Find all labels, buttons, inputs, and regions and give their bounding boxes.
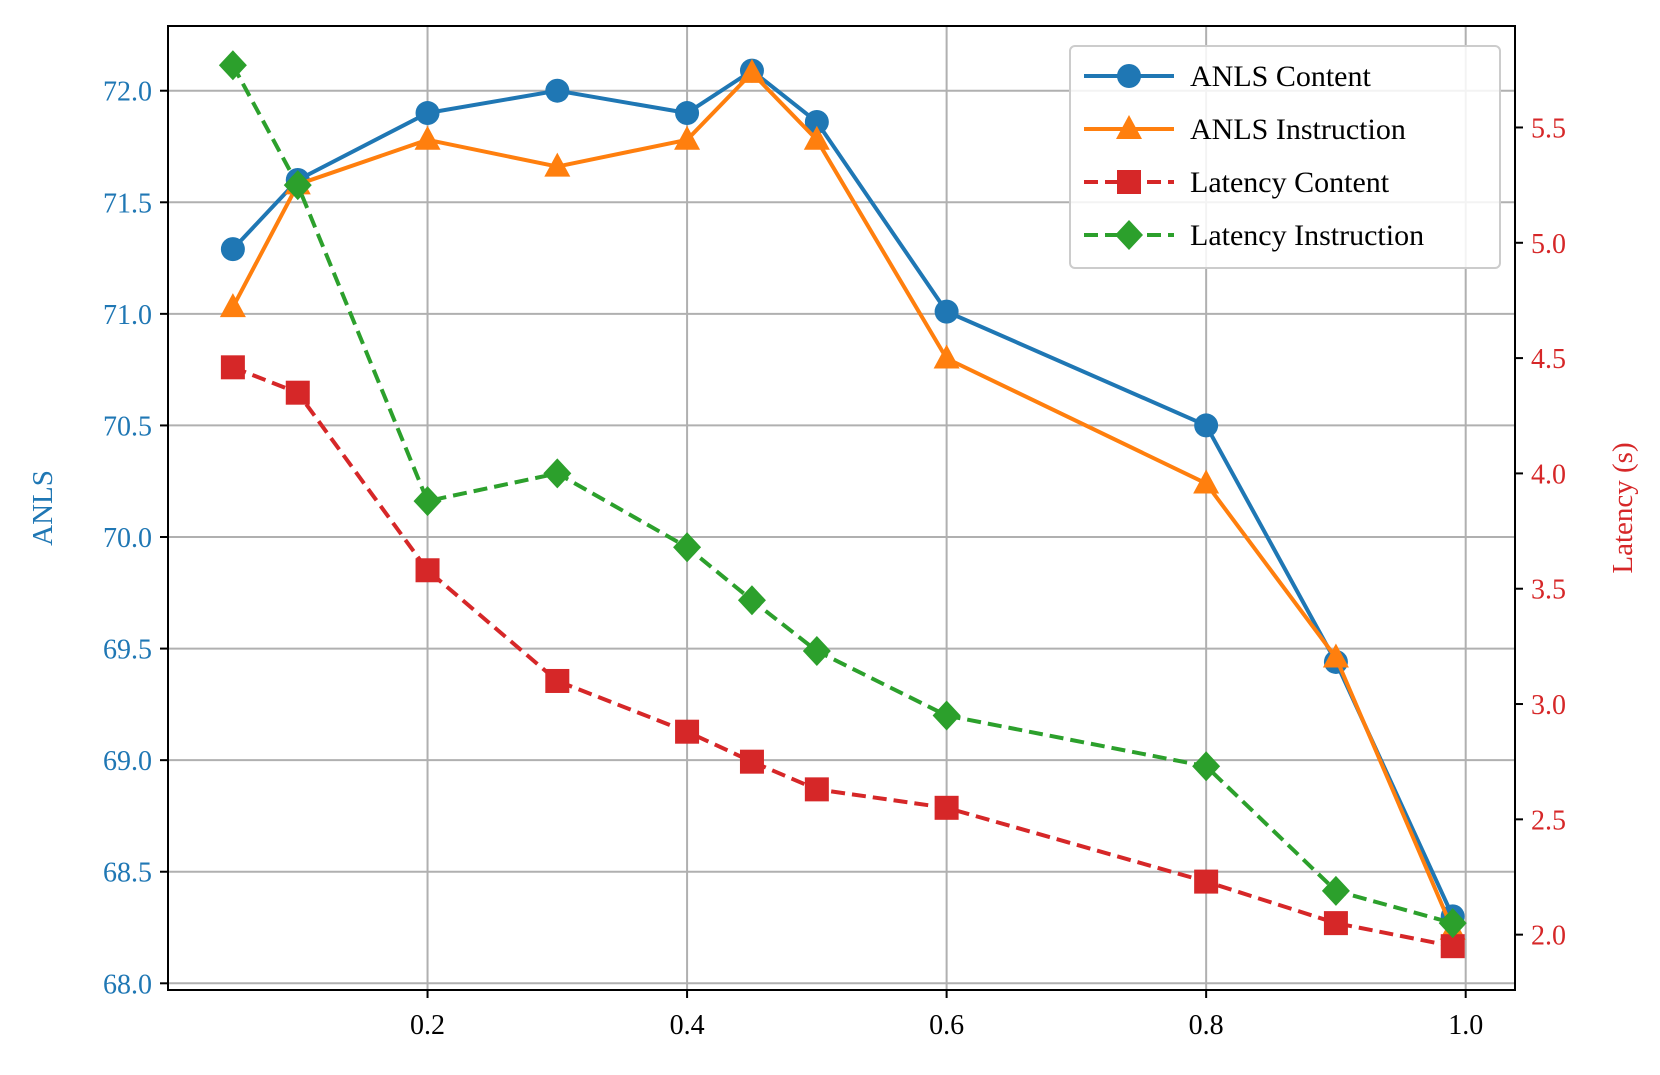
data-point-anls-content (804, 109, 829, 134)
y-left-tick-label: 71.5 (103, 188, 152, 219)
x-tick-label: 0.6 (929, 1010, 964, 1041)
y-left-tick-label: 69.0 (103, 746, 152, 777)
data-point-anls-instruction (1322, 643, 1349, 668)
legend-box (1069, 45, 1501, 269)
data-point-anls-content (934, 299, 959, 324)
y-right-axis-ticks: 2.0 2.5 3.0 3.5 4.0 4.5 5.0 5.5 (1515, 113, 1566, 952)
data-point-latency-instruction (543, 458, 572, 489)
y-right-tick-label: 5.0 (1531, 229, 1566, 260)
series-latency-instruction (218, 50, 1467, 939)
data-point-anls-content (415, 101, 440, 126)
legend-item-anls-instruction: ANLS Instruction (1084, 113, 1406, 146)
data-point-latency-content (545, 668, 570, 693)
data-point-latency-instruction (283, 170, 312, 201)
y-right-axis-label: Latency (s) (1607, 442, 1639, 573)
y-left-tick-label: 71.0 (103, 300, 152, 331)
x-tick-label: 1.0 (1448, 1010, 1483, 1041)
series-line-latency-content (232, 365, 1454, 949)
legend-marker (1117, 64, 1141, 88)
data-point-latency-instruction (932, 700, 961, 731)
x-tick-label: 0.2 (410, 1010, 445, 1041)
y-left-axis-label: ANLS (27, 470, 59, 546)
series-latency-content (220, 355, 1465, 959)
legend-marker (1115, 220, 1143, 250)
data-point-latency-content (934, 795, 959, 820)
data-point-anls-content (545, 78, 570, 103)
data-point-latency-content (285, 380, 310, 405)
data-point-latency-instruction (1192, 751, 1221, 782)
x-tick-label: 0.4 (670, 1010, 705, 1041)
y-right-tick-label: 4.5 (1531, 344, 1566, 375)
legend-label: Latency Instruction (1190, 219, 1424, 252)
data-point-anls-content (1194, 413, 1219, 438)
y-right-tick-label: 5.5 (1531, 113, 1566, 144)
data-point-latency-content (804, 777, 829, 802)
data-point-latency-instruction (737, 585, 766, 616)
legend-label: ANLS Content (1190, 60, 1372, 93)
y-right-tick-label: 2.0 (1531, 921, 1566, 952)
x-tick-label: 0.8 (1189, 1010, 1224, 1041)
data-point-anls-content (220, 237, 245, 262)
legend-marker (1116, 115, 1142, 139)
y-left-tick-label: 68.0 (103, 969, 152, 1000)
legend-label: Latency Content (1190, 166, 1390, 199)
data-point-anls-instruction (219, 293, 246, 318)
legend-item-latency-instruction: Latency Instruction (1084, 219, 1424, 252)
data-point-anls-instruction (674, 125, 701, 150)
y-left-tick-label: 69.5 (103, 635, 152, 666)
data-point-latency-instruction (1321, 875, 1350, 906)
data-point-latency-content (739, 749, 764, 774)
data-point-latency-instruction (673, 532, 702, 563)
data-point-latency-content (1323, 911, 1348, 936)
series-anls-instruction (219, 58, 1466, 940)
plot-frame (167, 25, 1516, 991)
y-left-tick-label: 70.0 (103, 523, 152, 554)
data-point-anls-instruction (1193, 469, 1220, 494)
data-point-latency-content (1194, 869, 1219, 894)
data-point-latency-instruction (802, 635, 831, 666)
legend-marker (1117, 170, 1141, 194)
data-point-latency-instruction (413, 486, 442, 517)
data-point-anls-instruction (933, 344, 960, 369)
y-left-axis-ticks: 68.0 68.5 69.0 69.5 70.0 70.5 71.0 71.5 72.0 (103, 77, 168, 1000)
data-point-latency-instruction (218, 50, 247, 81)
data-point-latency-instruction (1438, 908, 1467, 939)
y-right-tick-label: 4.0 (1531, 459, 1566, 490)
x-axis-ticks: 0.2 0.4 0.6 0.8 1.0 (410, 990, 1483, 1041)
y-right-tick-label: 3.5 (1531, 575, 1566, 606)
data-point-anls-instruction (803, 125, 830, 150)
data-point-latency-content (675, 719, 700, 744)
y-right-tick-label: 3.0 (1531, 690, 1566, 721)
y-right-tick-label: 2.5 (1531, 805, 1566, 836)
legend-item-anls-content: ANLS Content (1084, 60, 1372, 93)
data-point-latency-content (1440, 934, 1465, 959)
data-point-anls-instruction (414, 125, 441, 150)
data-point-latency-content (220, 355, 245, 380)
y-left-tick-label: 72.0 (103, 77, 152, 108)
y-left-tick-label: 70.5 (103, 411, 152, 442)
legend-label: ANLS Instruction (1190, 113, 1406, 146)
data-point-anls-content (675, 101, 700, 126)
legend-item-latency-content: Latency Content (1084, 166, 1390, 199)
legend: ANLS Content ANLS Instruction Latency Cont… (1069, 45, 1501, 269)
y-left-tick-label: 68.5 (103, 858, 152, 889)
data-point-anls-instruction (738, 58, 765, 83)
data-point-latency-content (415, 558, 440, 583)
data-point-anls-instruction (544, 152, 571, 177)
series-layer (218, 50, 1467, 959)
